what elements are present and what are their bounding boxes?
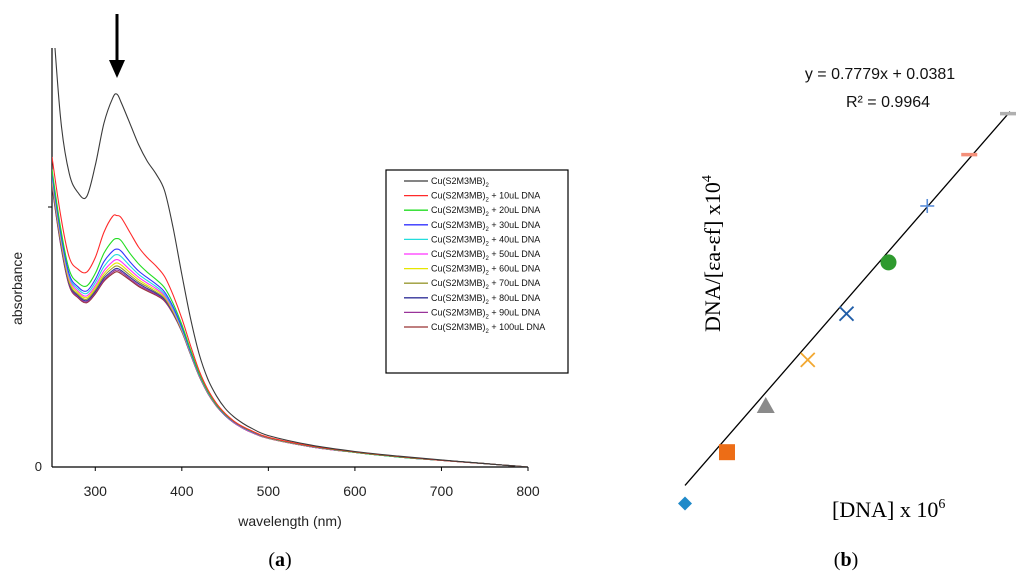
fit-line: [684, 111, 1011, 486]
fit-equation: y = 0.7779x + 0.0381: [805, 66, 955, 83]
legend-entry: Cu(S2M3MB)2 + 80uL DNA: [431, 293, 540, 306]
panel-a-ticks: 300 400 500 600 700 800 0: [35, 459, 540, 499]
panel-b-chart: y = 0.7779x + 0.0381 R² = 0.9964 DNA/[εa…: [678, 66, 1016, 571]
data-point-square: [718, 444, 735, 461]
legend-entry: Cu(S2M3MB)2 + 10uL DNA: [431, 191, 540, 204]
panel-a-xlabel: wavelength (nm): [237, 513, 342, 529]
panel-a-x-tick-label: 700: [430, 483, 454, 499]
legend-entry: Cu(S2M3MB)2 + 60uL DNA: [431, 264, 540, 277]
legend-entry: Cu(S2M3MB)2 + 40uL DNA: [431, 234, 540, 247]
panel-a-x-tick-label: 400: [170, 483, 194, 499]
data-point-x: [800, 352, 816, 368]
series-line: [52, 156, 528, 467]
legend-entry: Cu(S2M3MB)2 + 100uL DNA: [431, 322, 545, 335]
legend-entry: Cu(S2M3MB)2 + 50uL DNA: [431, 249, 540, 262]
panel-a-x-tick-label: 500: [257, 483, 281, 499]
peak-arrow: [109, 14, 125, 78]
panel-a-chart: 300 400 500 600 700 800 0 absorbance wavelengt…: [9, 14, 569, 571]
legend-entry: Cu(S2M3MB)2 + 30uL DNA: [431, 220, 540, 233]
panel-a-legend: Cu(S2M3MB)2Cu(S2M3MB)2 + 10uL DNACu(S2M3…: [385, 169, 569, 374]
panel-a-y-tick-label: 0: [35, 459, 42, 474]
panel-a-x-tick-label: 300: [84, 483, 108, 499]
series-line: [54, 48, 528, 467]
data-point-diamond: [678, 496, 692, 511]
panel-b-label: (b): [834, 549, 858, 571]
legend-entry: Cu(S2M3MB)2 + 90uL DNA: [431, 307, 540, 320]
r-squared: R² = 0.9964: [846, 94, 930, 111]
data-point-triangle: [756, 397, 775, 414]
panel-a-ylabel: absorbance: [9, 252, 25, 325]
panel-b-points: [678, 111, 1016, 511]
legend-entry: Cu(S2M3MB)2 + 70uL DNA: [431, 278, 540, 291]
data-point-x: [838, 306, 855, 322]
legend-entry: Cu(S2M3MB)2 + 20uL DNA: [431, 205, 540, 218]
data-point-plus: [920, 198, 935, 213]
panel-a-series-lines: [52, 48, 528, 467]
panel-a-axes: [48, 48, 528, 468]
panel-a-label: (a): [268, 549, 291, 571]
panel-b-xlabel: [DNA] x 106: [832, 497, 945, 522]
legend-entry: Cu(S2M3MB)2: [431, 176, 490, 189]
panel-a-x-tick-label: 600: [343, 483, 367, 499]
panel-a-x-tick-label: 800: [516, 483, 540, 499]
data-point-circle: [880, 254, 897, 271]
panel-b-ylabel: DNA/[εa-εf] x104: [700, 175, 725, 332]
